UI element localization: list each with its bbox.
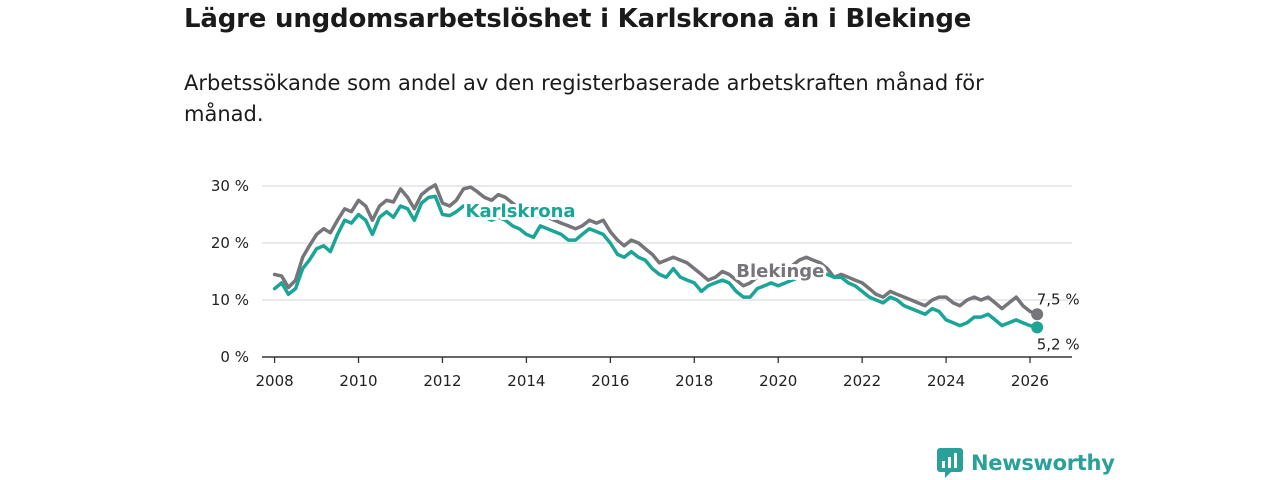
x-tick-label: 2012 [423, 372, 461, 390]
y-tick-label: 30 % [211, 177, 249, 195]
end-point-blekinge [1031, 308, 1044, 321]
chart-title: Lägre ungdomsarbetslöshet i Karlskrona ä… [184, 4, 972, 34]
bar-chart-icon [937, 448, 963, 478]
x-tick-label: 2014 [507, 372, 545, 390]
x-tick-label: 2026 [1011, 372, 1049, 390]
series-line-blekinge [272, 183, 1039, 317]
blekinge-label: Blekinge [736, 261, 824, 282]
newsworthy-logo: Newsworthy [937, 448, 1115, 478]
brand-name: Newsworthy [971, 451, 1115, 475]
x-axis: 2008 2010 2012 2014 2016 2018 2020 2022 2024 2026 [255, 356, 1072, 390]
y-tick-label: 20 % [211, 234, 249, 252]
end-point-karlskrona [1031, 321, 1044, 334]
karlskrona-end-label: 5,2 % [1037, 335, 1080, 353]
blekinge-end-label: 7,5 % [1037, 290, 1080, 308]
y-tick-label: 10 % [211, 291, 249, 309]
y-axis-ticks: 0 % 10 % 20 % 30 % [211, 177, 249, 366]
x-tick-label: 2018 [675, 372, 713, 390]
karlskrona-label: Karlskrona [466, 201, 576, 222]
series-labels: Karlskrona Blekinge 7,5 % 5,2 % [463, 198, 1080, 354]
x-tick-label: 2016 [591, 372, 629, 390]
grid-lines [262, 185, 1072, 301]
x-tick-label: 2024 [927, 372, 965, 390]
series-line-karlskrona [272, 194, 1039, 330]
x-tick-label: 2020 [759, 372, 797, 390]
chart-subtitle: Arbetssökande som andel av den registerb… [184, 71, 984, 126]
x-tick-label: 2008 [255, 372, 293, 390]
y-tick-label: 0 % [220, 348, 249, 366]
series-lines [272, 183, 1044, 334]
x-tick-label: 2022 [843, 372, 881, 390]
x-tick-label: 2010 [339, 372, 377, 390]
